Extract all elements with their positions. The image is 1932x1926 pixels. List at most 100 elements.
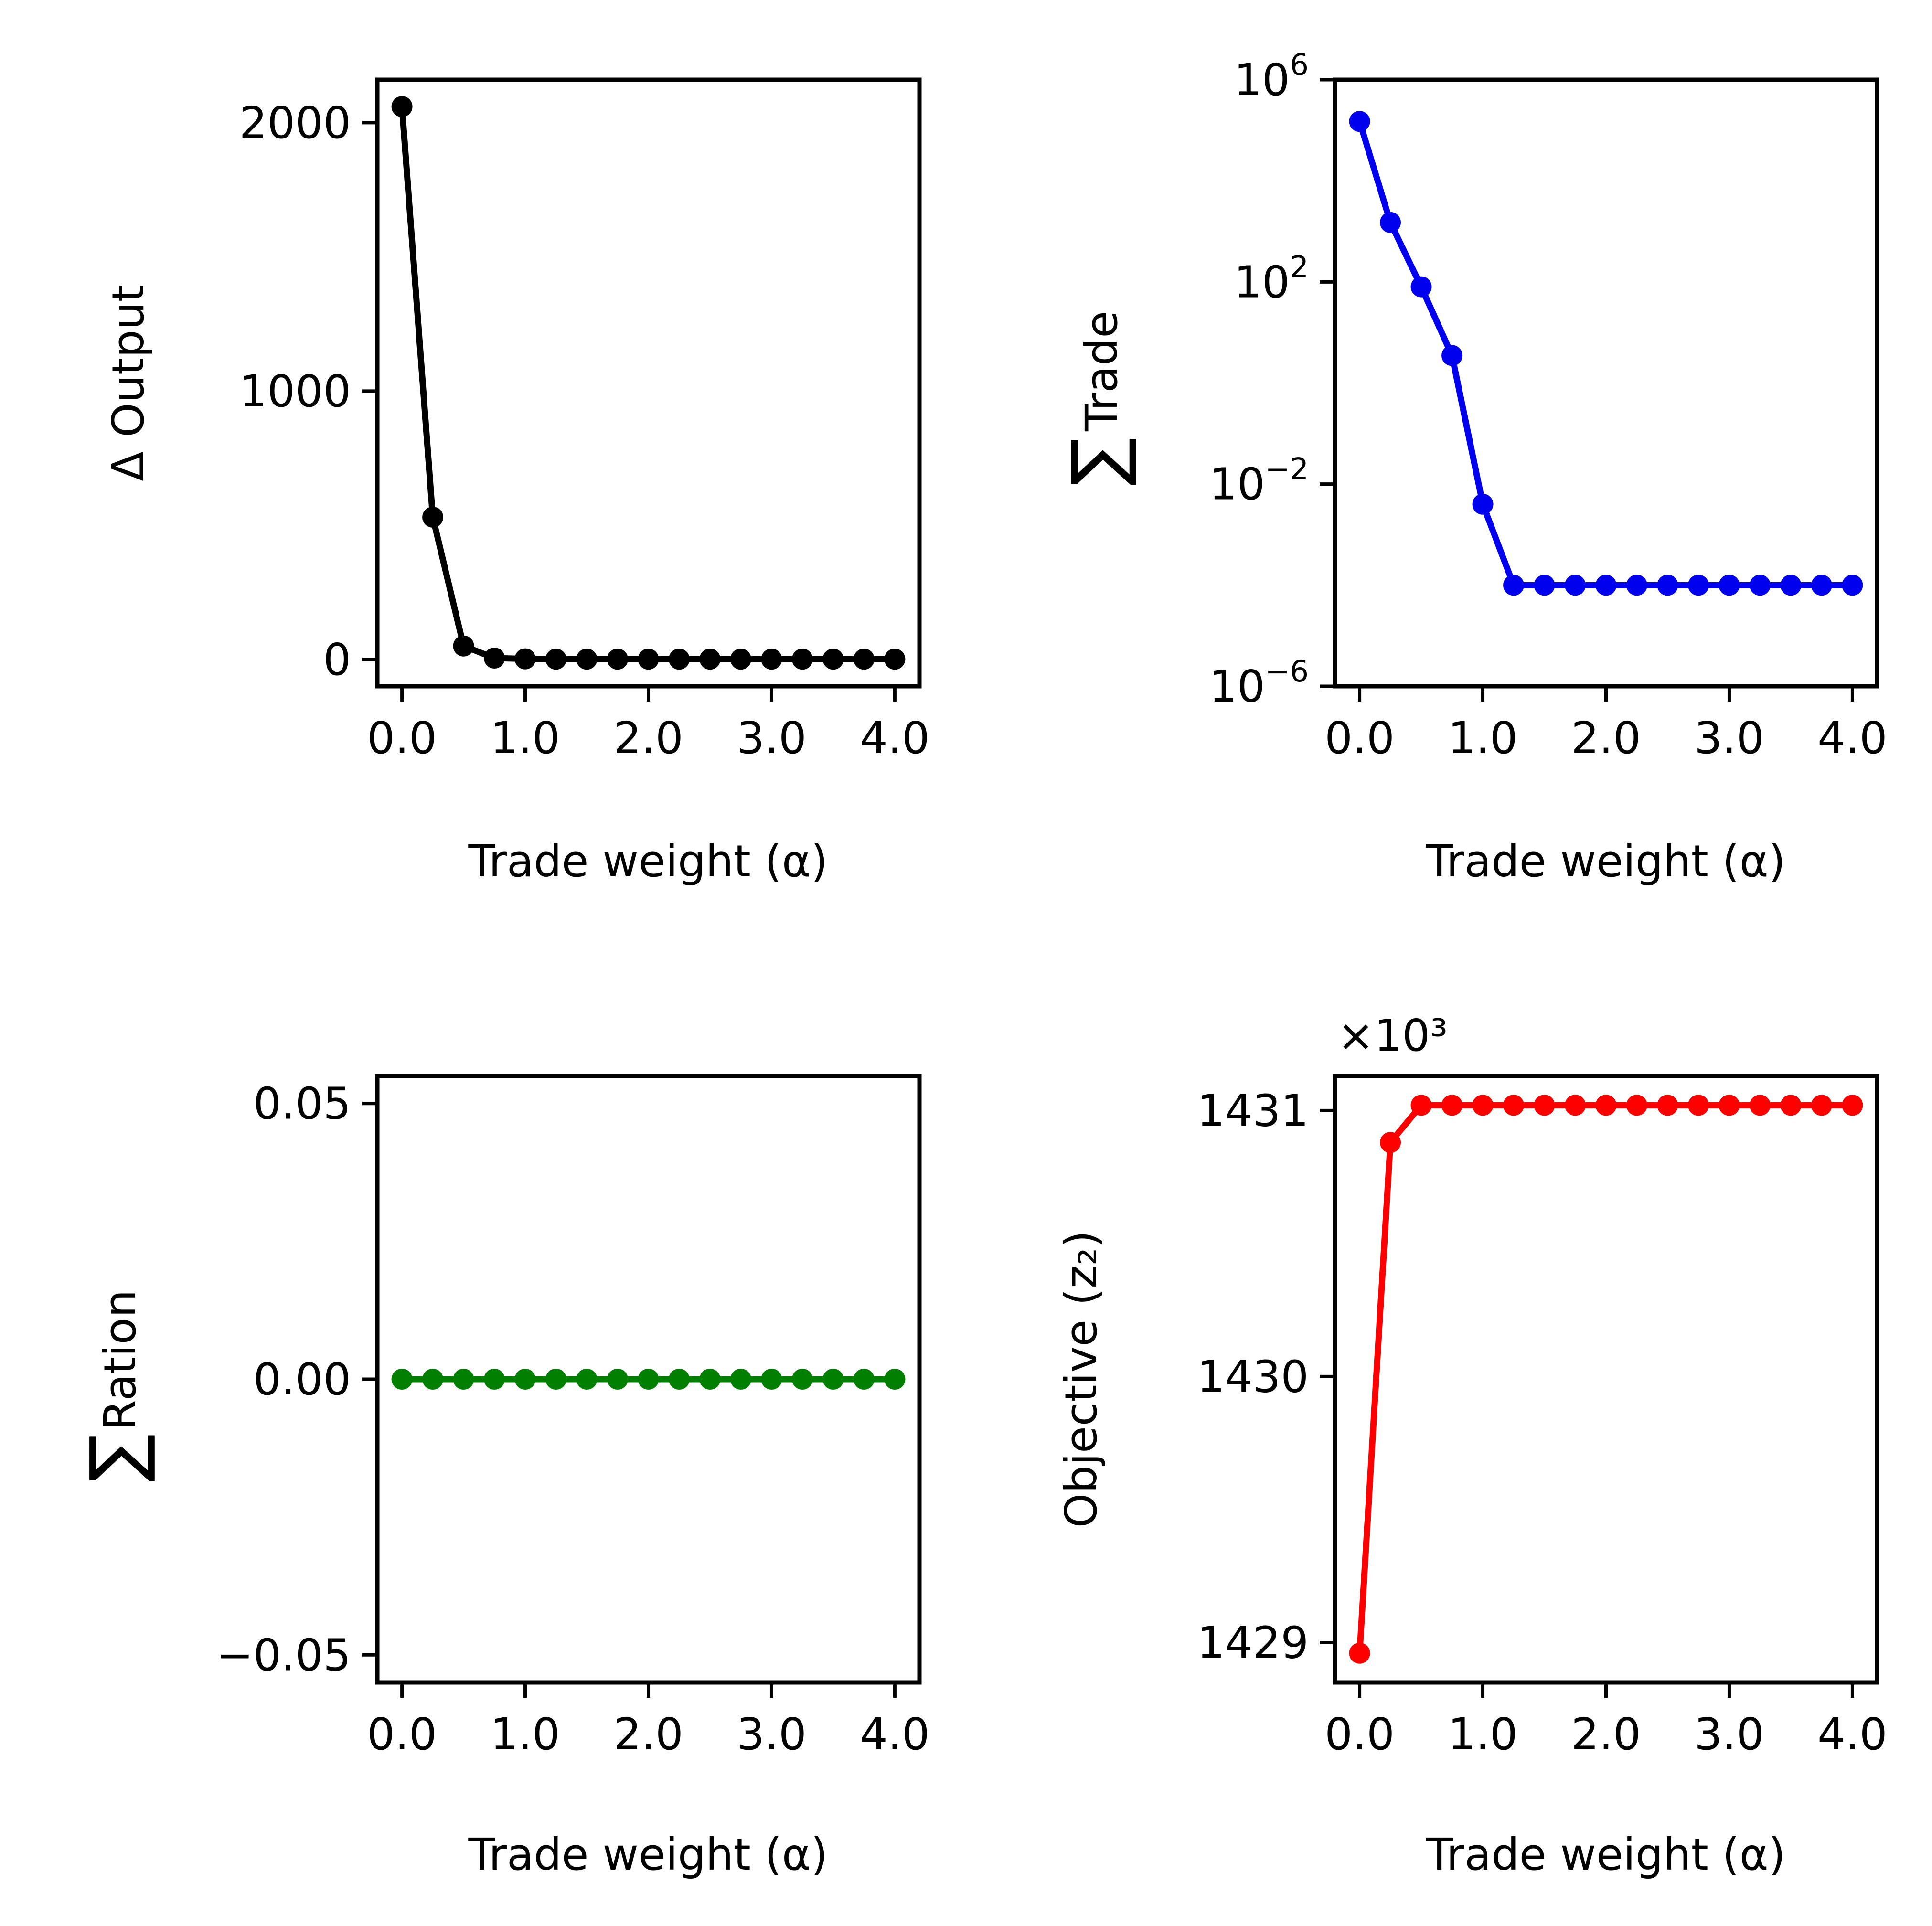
panel-trade-ticks: 0.0 1.0 2.0 3.0 4.0 10−6 10−2 102 106 [1209, 47, 1888, 764]
panel-objective-data-point [1595, 1095, 1617, 1116]
panel-ration-data-point [668, 1369, 690, 1390]
panel-output-data-point [822, 649, 844, 670]
panel-ration-data-point [607, 1369, 629, 1390]
panel-trade-xtick-label: 0.0 [1324, 713, 1394, 764]
panel-output-xtick-label: 3.0 [737, 713, 806, 764]
panel-objective-data-point [1657, 1095, 1678, 1116]
panel-trade-xtick-label: 3.0 [1694, 713, 1764, 764]
panel-trade: 0.0 1.0 2.0 3.0 4.0 10−6 10−2 102 106 Trade weig… [1057, 47, 1888, 887]
panel-output-series-line [399, 103, 898, 662]
panel-trade-data-point [1410, 276, 1432, 298]
panel-trade-ytick-label: 102 [1234, 249, 1309, 308]
panel-ration-data-point [853, 1369, 875, 1390]
panel-ration-xtick-label: 2.0 [613, 1709, 683, 1760]
panel-trade-data-point [1565, 575, 1586, 596]
panel-output-data-point [884, 649, 906, 670]
panel-output-ytick-label: 1000 [239, 366, 351, 417]
panel-trade-ylabel: Trade [1076, 311, 1127, 432]
panel-ration-data-point [884, 1369, 906, 1390]
panel-ration-data-point [484, 1369, 505, 1390]
panel-trade-xtick-label: 4.0 [1817, 713, 1887, 764]
panel-objective-data-point [1441, 1095, 1463, 1116]
panel-output-data-point [668, 649, 690, 670]
panel-output-data-point [638, 649, 659, 670]
panel-output-ylabel: Δ Output [103, 285, 154, 481]
panel-output-series [391, 96, 906, 670]
panel-ration-data-point [699, 1369, 721, 1390]
panel-ration-xtick-label: 0.0 [367, 1709, 437, 1760]
panel-ration-data-point [822, 1369, 844, 1390]
panel-trade-data-point [1349, 111, 1370, 132]
panel-ration-xtick-label: 1.0 [490, 1709, 560, 1760]
panel-objective-ylabel: Objective (z₂) [1056, 1231, 1107, 1528]
panel-objective-xlabel: Trade weight (α) [1426, 1829, 1786, 1880]
panel-ration: 0.0 1.0 2.0 3.0 4.0 −0.05 0.00 0.05 Trade weigh… [75, 1074, 930, 1880]
panel-trade-data-point [1687, 575, 1709, 596]
panel-ration-data-point [638, 1369, 659, 1390]
panel-output-data-point [853, 649, 875, 670]
panel-ration-xtick-label: 4.0 [860, 1709, 929, 1760]
panel-trade-series [1349, 111, 1863, 596]
panel-trade-data-point [1441, 345, 1463, 366]
panel-output-ticks: 0.0 1.0 2.0 3.0 4.0 0 1000 2000 [239, 97, 930, 764]
panel-objective-data-point [1565, 1095, 1586, 1116]
panel-trade-data-point [1380, 212, 1401, 233]
panel-ration-data-point [576, 1369, 598, 1390]
panel-objective-data-point [1503, 1095, 1525, 1116]
panel-trade-data-point [1595, 575, 1617, 596]
panel-objective-data-point [1626, 1095, 1647, 1116]
panel-output-ytick-label: 0 [323, 634, 351, 685]
panel-trade-ylabel-group: ∑ Trade [1057, 311, 1140, 486]
panel-objective-ytick-label: 1431 [1197, 1085, 1309, 1136]
panel-ration-frame [375, 1074, 922, 1685]
panel-trade-ytick-label: 10−2 [1209, 452, 1309, 510]
panel-trade-ylabel-sum: ∑ [1057, 437, 1140, 486]
panel-output-xtick-label: 1.0 [490, 713, 560, 764]
panel-objective-data-point [1687, 1095, 1709, 1116]
panel-output-ytick-label: 2000 [239, 97, 351, 149]
panel-trade-data-point [1780, 575, 1802, 596]
panel-objective-xtick-label: 4.0 [1817, 1709, 1887, 1760]
panel-output-data-point [545, 649, 567, 670]
panel-objective-data-point [1811, 1095, 1832, 1116]
panel-ration-data-point [761, 1369, 782, 1390]
panel-output-data-point [422, 506, 444, 528]
panel-trade-data-point [1534, 575, 1555, 596]
panel-trade-data-point [1749, 575, 1771, 596]
panel-output-data-point [576, 649, 598, 670]
panel-trade-data-point [1626, 575, 1647, 596]
panel-objective-xtick-label: 3.0 [1694, 1709, 1764, 1760]
panel-output-data-point [514, 648, 536, 670]
panel-output-frame [375, 77, 922, 689]
panel-objective-data-point [1719, 1095, 1740, 1116]
panel-objective-data-point [1472, 1095, 1494, 1116]
panel-ration-data-point [791, 1369, 813, 1390]
panel-objective-xtick-label: 1.0 [1448, 1709, 1517, 1760]
panel-ration-ylabel-sum: ∑ [75, 1434, 158, 1482]
panel-output-data-point [484, 647, 505, 669]
panel-output-data-point [391, 96, 413, 117]
panel-ration-ytick-label: 0.00 [253, 1354, 351, 1405]
panel-ration-data-point [422, 1369, 444, 1390]
panel-objective-offset-text: ×10³ [1337, 1010, 1448, 1061]
panel-ration-data-point [514, 1369, 536, 1390]
panel-objective-data-point [1534, 1095, 1555, 1116]
panel-trade-data-point [1503, 575, 1525, 596]
panel-objective-frame [1333, 1074, 1879, 1685]
panel-trade-xtick-label: 2.0 [1571, 713, 1641, 764]
panel-ration-ytick-label: 0.05 [253, 1078, 351, 1129]
panel-trade-data-point [1657, 575, 1678, 596]
panel-ration-data-point [453, 1369, 474, 1390]
panel-ration-xtick-label: 3.0 [737, 1709, 806, 1760]
panel-output-data-point [699, 649, 721, 670]
panel-ration-ylabel-group: ∑ Ration [75, 1290, 158, 1482]
panel-objective-data-point [1780, 1095, 1802, 1116]
panel-output-xlabel: Trade weight (α) [468, 836, 828, 887]
panel-trade-xtick-label: 1.0 [1448, 713, 1517, 764]
panel-objective-data-point [1842, 1095, 1863, 1116]
panel-trade-data-point [1811, 575, 1832, 596]
panel-trade-xlabel: Trade weight (α) [1426, 836, 1786, 887]
panel-objective-xtick-label: 0.0 [1324, 1709, 1394, 1760]
panel-output-data-point [730, 649, 751, 670]
